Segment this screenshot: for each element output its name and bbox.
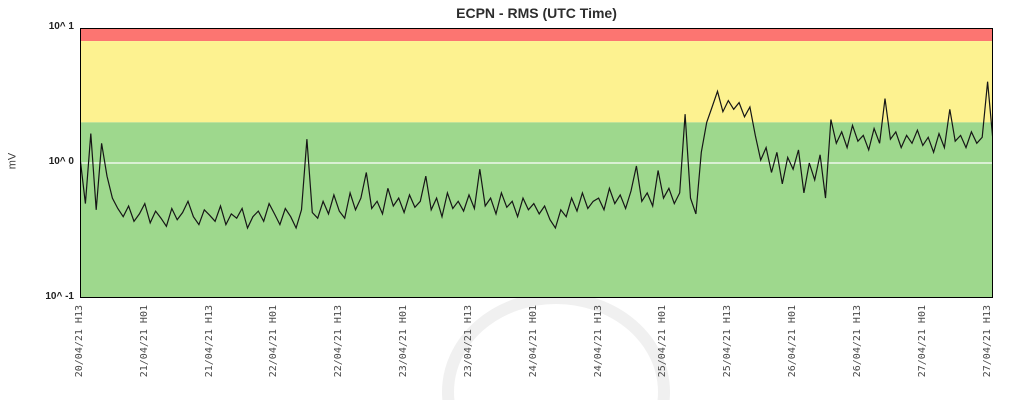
x-tick-label: 26/04/21 H13: [851, 305, 863, 378]
x-tick-label: 25/04/21 H13: [722, 305, 734, 378]
threshold-band-normal-green: [80, 122, 993, 298]
x-tick-label: 23/04/21 H01: [398, 305, 410, 378]
watermark-ellipse: [442, 292, 670, 400]
x-tick-label: 22/04/21 H01: [268, 305, 280, 378]
threshold-band-alarm-red: [80, 28, 993, 42]
x-tick-label: 20/04/21 H13: [74, 305, 85, 378]
rms-series-line: [80, 81, 993, 230]
y-tick-label: 10^ 0: [48, 156, 74, 167]
y-axis-unit-label: mV: [6, 152, 19, 170]
chart-title: ECPN - RMS (UTC Time): [456, 5, 617, 21]
x-tick-label: 24/04/21 H01: [527, 305, 539, 378]
x-tick-label: 22/04/21 H13: [333, 305, 345, 378]
x-tick-label: 25/04/21 H01: [657, 305, 669, 378]
x-tick-label: 27/04/21 H13: [981, 305, 993, 378]
x-tick-label: 23/04/21 H13: [462, 305, 474, 378]
x-tick-label: 24/04/21 H13: [592, 305, 604, 378]
plot-area: [80, 28, 993, 298]
x-tick-label: 27/04/21 H01: [916, 305, 928, 378]
x-tick-label: 21/04/21 H13: [203, 305, 215, 378]
y-tick-label: 10^ 1: [48, 21, 74, 32]
x-tick-label: 26/04/21 H01: [787, 305, 799, 378]
y-tick-label: 10^ -1: [45, 291, 74, 302]
threshold-band-warning-yellow: [80, 41, 993, 123]
x-tick-label: 21/04/21 H01: [138, 305, 150, 378]
